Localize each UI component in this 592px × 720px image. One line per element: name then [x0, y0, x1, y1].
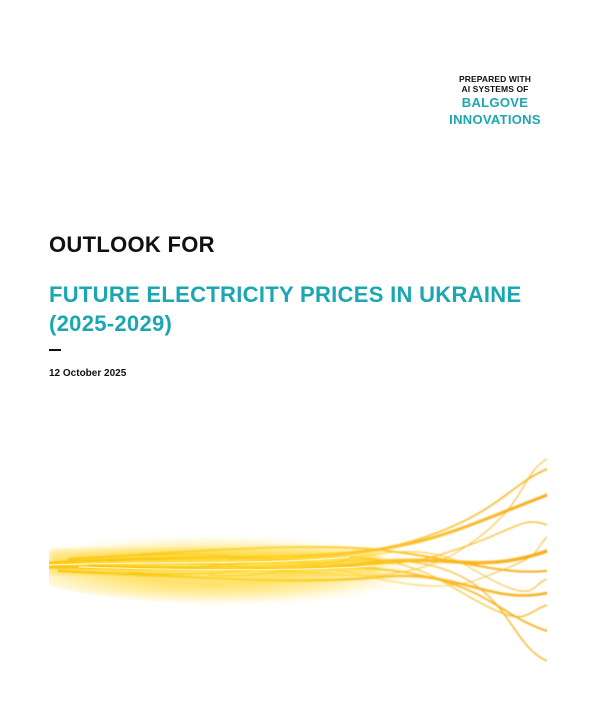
- report-title: OUTLOOK FOR: [49, 232, 215, 257]
- streak-highlights: [49, 556, 390, 571]
- title-divider: [49, 349, 61, 351]
- company-name-line2: INNOVATIONS: [449, 112, 541, 127]
- prepared-by-block: PREPARED WITH AI SYSTEMS OF BALGOVE INNO…: [432, 74, 558, 128]
- prepared-with-line2: AI SYSTEMS OF: [461, 84, 529, 94]
- light-streaks-illustration: [49, 458, 547, 662]
- report-date: 12 October 2025: [49, 368, 127, 379]
- company-name-line1: BALGOVE: [461, 95, 529, 110]
- prepared-with-line1: PREPARED WITH: [459, 74, 531, 84]
- report-subtitle: FUTURE ELECTRICITY PRICES IN UKRAINE (20…: [49, 282, 522, 336]
